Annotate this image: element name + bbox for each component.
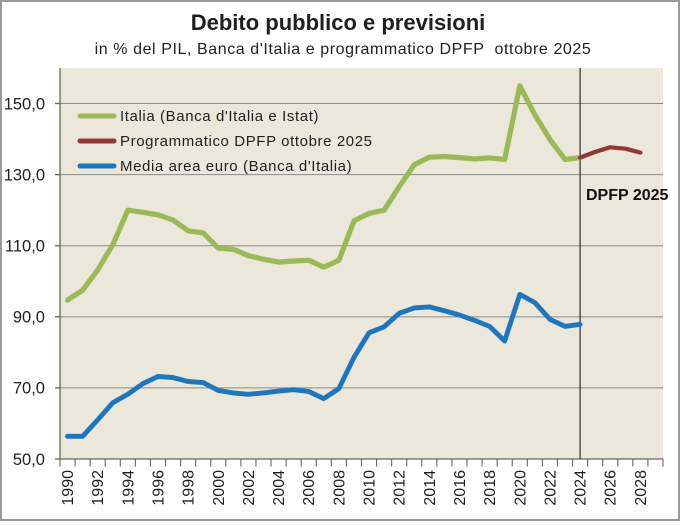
svg-text:Programmatico DPFP ottobre 202: Programmatico DPFP ottobre 2025 xyxy=(120,133,373,150)
svg-text:2004: 2004 xyxy=(271,470,288,506)
svg-text:2010: 2010 xyxy=(362,470,379,506)
svg-text:70,0: 70,0 xyxy=(13,380,45,398)
svg-text:2006: 2006 xyxy=(301,470,318,506)
svg-text:Italia (Banca d'Italia e Istat: Italia (Banca d'Italia e Istat) xyxy=(120,108,319,125)
svg-text:Debito pubblico e previsioni: Debito pubblico e previsioni xyxy=(191,10,486,35)
svg-text:in % del PIL, Banca d'Italia e: in % del PIL, Banca d'Italia e programma… xyxy=(95,41,592,58)
svg-text:2002: 2002 xyxy=(241,470,258,506)
svg-text:2022: 2022 xyxy=(542,470,559,506)
svg-text:2020: 2020 xyxy=(512,470,529,506)
svg-text:1992: 1992 xyxy=(90,470,107,506)
svg-text:2024: 2024 xyxy=(573,470,590,506)
svg-text:2026: 2026 xyxy=(603,470,620,506)
svg-text:Media area euro (Banca d'Itali: Media area euro (Banca d'Italia) xyxy=(120,158,352,175)
svg-text:50,0: 50,0 xyxy=(13,451,45,469)
svg-text:2014: 2014 xyxy=(422,470,439,506)
svg-text:2018: 2018 xyxy=(482,470,499,506)
svg-text:2012: 2012 xyxy=(392,470,409,506)
svg-text:110,0: 110,0 xyxy=(5,238,45,256)
svg-text:90,0: 90,0 xyxy=(13,309,45,327)
svg-text:130,0: 130,0 xyxy=(4,166,45,184)
svg-text:1996: 1996 xyxy=(151,470,168,506)
svg-text:2028: 2028 xyxy=(633,470,650,506)
svg-text:1998: 1998 xyxy=(181,470,198,506)
svg-text:2000: 2000 xyxy=(211,470,228,506)
svg-text:2008: 2008 xyxy=(331,470,348,506)
svg-text:DPFP 2025: DPFP 2025 xyxy=(586,187,669,204)
svg-text:150,0: 150,0 xyxy=(4,95,45,113)
svg-text:1990: 1990 xyxy=(60,470,77,506)
svg-text:1994: 1994 xyxy=(120,470,137,506)
svg-text:2016: 2016 xyxy=(452,470,469,506)
